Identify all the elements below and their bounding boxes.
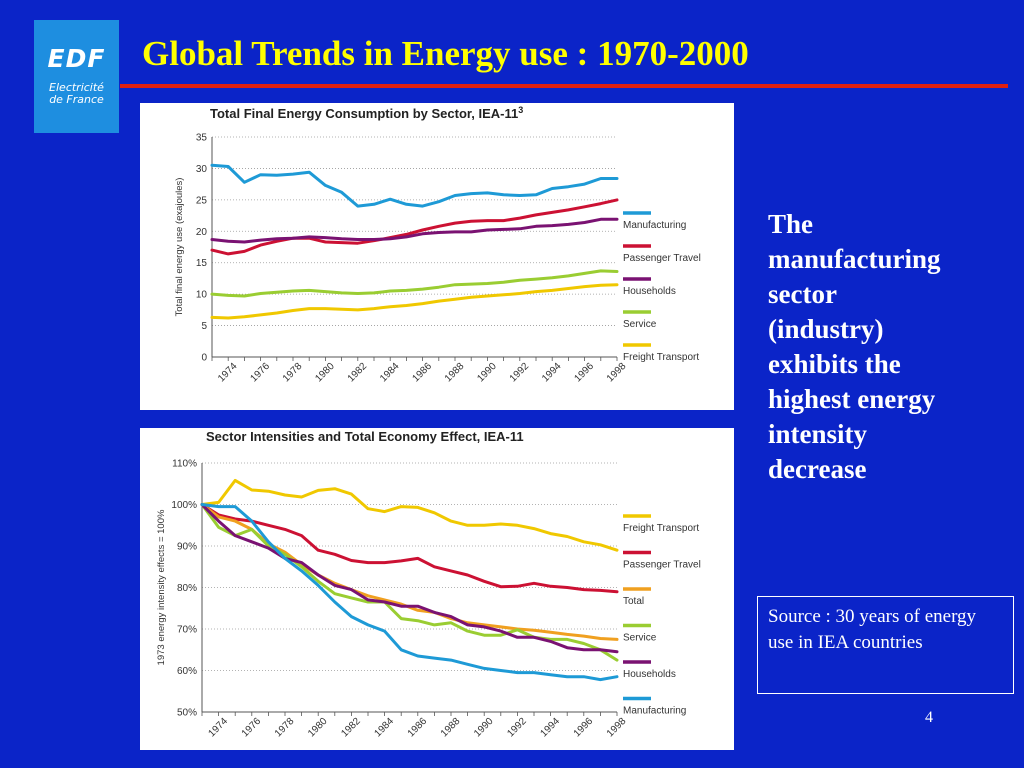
x-tick-label: 1986 xyxy=(410,361,434,385)
conclusion-line: decrease xyxy=(768,454,867,484)
series-line xyxy=(210,163,619,208)
logo-subtitle: Electricité de France xyxy=(34,82,119,106)
y-tick-label: 20 xyxy=(196,227,208,238)
y-tick-label: 60% xyxy=(177,666,197,677)
conclusion-line: manufacturing xyxy=(768,244,941,274)
y-tick-label: 15 xyxy=(196,258,208,269)
x-tick-label: 1996 xyxy=(572,361,596,385)
legend-label: Passenger Travel xyxy=(623,560,701,571)
source-note: Source : 30 years of energy use in IEA c… xyxy=(757,596,1014,694)
x-tick-label: 1990 xyxy=(472,716,496,740)
series-line xyxy=(210,269,619,298)
x-tick-label: 1978 xyxy=(281,361,305,385)
x-tick-label: 1982 xyxy=(339,716,363,740)
series-line xyxy=(210,198,619,256)
energy-consumption-chart-panel: Total Final Energy Consumption by Sector… xyxy=(140,103,734,410)
x-tick-label: 1974 xyxy=(206,716,230,740)
x-tick-label: 1982 xyxy=(346,361,370,385)
series-line xyxy=(210,217,619,244)
y-axis-label: Total final energy use (exajoules) xyxy=(174,178,185,317)
legend-label: Service xyxy=(623,633,657,644)
conclusion-line: highest energy xyxy=(768,384,936,414)
title-rule xyxy=(120,84,1008,88)
x-tick-label: 1976 xyxy=(248,361,272,385)
logo-subtitle-line1: Electricité xyxy=(49,81,104,94)
sector-intensities-chart-panel: Sector Intensities and Total Economy Eff… xyxy=(140,428,734,750)
legend-label: Freight Transport xyxy=(623,352,699,363)
series-line xyxy=(200,503,619,594)
legend-label: Freight Transport xyxy=(623,523,699,534)
x-tick-label: 1986 xyxy=(406,716,430,740)
y-tick-label: 0 xyxy=(201,353,207,364)
x-tick-label: 1994 xyxy=(538,716,562,740)
x-tick-label: 1990 xyxy=(475,361,499,385)
chart-title-superscript: 3 xyxy=(518,105,523,115)
x-tick-label: 1988 xyxy=(439,716,463,740)
legend-label: Manufacturing xyxy=(623,220,686,231)
legend-label: Total xyxy=(623,596,644,607)
y-tick-label: 50% xyxy=(177,708,197,719)
sector-intensities-chart: Sector Intensities and Total Economy Eff… xyxy=(156,429,701,740)
conclusion-text: The manufacturing sector (industry) exhi… xyxy=(768,207,1008,487)
conclusion-line: The xyxy=(768,209,814,239)
series-line xyxy=(210,283,619,320)
y-tick-label: 100% xyxy=(171,500,197,511)
x-tick-label: 1984 xyxy=(378,361,402,385)
logo-subtitle-line2: de France xyxy=(49,93,104,106)
conclusion-line: (industry) xyxy=(768,314,884,344)
y-tick-label: 10 xyxy=(196,290,208,301)
conclusion-line: intensity xyxy=(768,419,868,449)
x-tick-label: 1984 xyxy=(372,716,396,740)
x-tick-label: 1980 xyxy=(306,716,330,740)
x-tick-label: 1998 xyxy=(605,716,629,740)
y-tick-label: 5 xyxy=(201,321,207,332)
page-number: 4 xyxy=(925,709,933,726)
x-tick-label: 1980 xyxy=(313,361,337,385)
series-line xyxy=(200,478,619,552)
x-tick-label: 1974 xyxy=(216,361,240,385)
y-tick-label: 110% xyxy=(172,459,197,470)
x-tick-label: 1994 xyxy=(540,361,564,385)
x-tick-label: 1978 xyxy=(273,716,297,740)
x-tick-label: 1992 xyxy=(508,361,532,385)
chart-title: Sector Intensities and Total Economy Eff… xyxy=(206,429,524,444)
y-axis-label: 1973 energy intensity effects = 100% xyxy=(156,509,167,665)
energy-consumption-chart: Total Final Energy Consumption by Sector… xyxy=(174,105,701,385)
series-line xyxy=(200,503,619,654)
edf-logo: EDF Electricité de France xyxy=(34,20,119,133)
y-tick-label: 90% xyxy=(177,542,197,553)
legend-label: Passenger Travel xyxy=(623,253,701,264)
x-tick-label: 1976 xyxy=(240,716,264,740)
legend-label: Manufacturing xyxy=(623,706,686,717)
x-tick-label: 1998 xyxy=(605,361,629,385)
x-tick-label: 1992 xyxy=(505,716,529,740)
conclusion-line: sector xyxy=(768,279,837,309)
y-tick-label: 30 xyxy=(196,164,208,175)
legend-label: Households xyxy=(623,286,676,297)
y-tick-label: 70% xyxy=(177,625,197,636)
slide-title: Global Trends in Energy use : 1970-2000 xyxy=(142,34,749,73)
y-tick-label: 35 xyxy=(196,133,208,144)
conclusion-line: exhibits the xyxy=(768,349,901,379)
x-tick-label: 1988 xyxy=(443,361,467,385)
x-tick-label: 1996 xyxy=(572,716,596,740)
logo-brand: EDF xyxy=(47,44,106,73)
series-line xyxy=(200,503,619,662)
legend-label: Service xyxy=(623,319,657,330)
y-tick-label: 25 xyxy=(196,195,208,206)
chart-title: Total Final Energy Consumption by Sector… xyxy=(210,105,523,121)
legend-label: Households xyxy=(623,669,676,680)
y-tick-label: 80% xyxy=(177,583,197,594)
series-line xyxy=(200,503,619,682)
